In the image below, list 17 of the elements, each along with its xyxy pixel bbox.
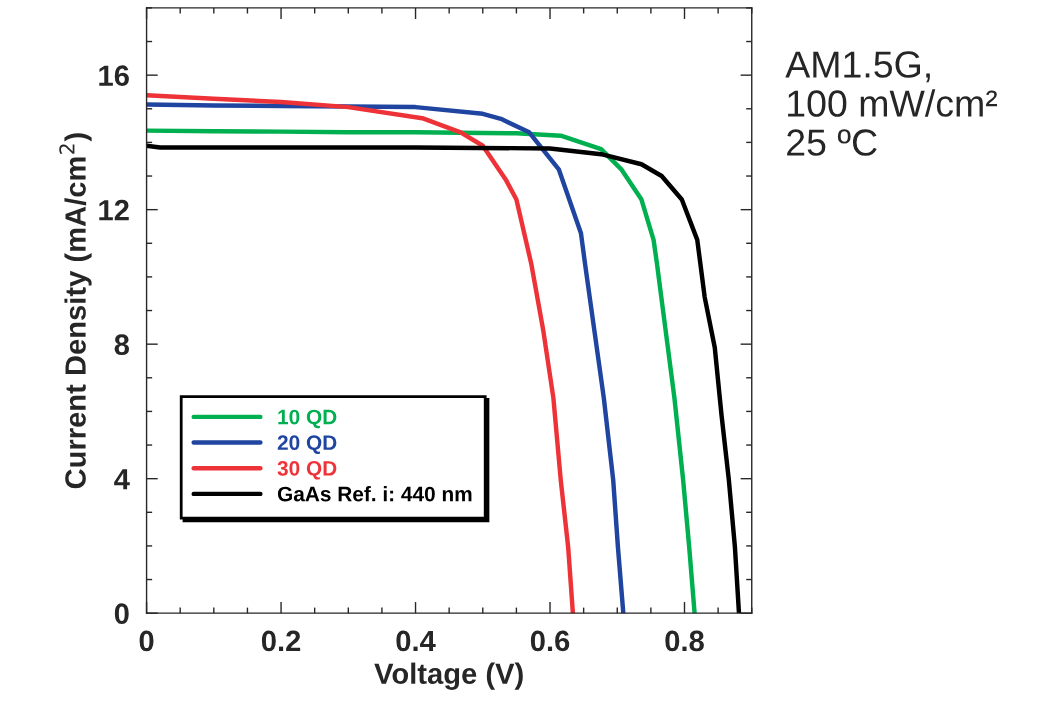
x-tick-label: 0.6 (530, 630, 570, 652)
y-tick-label: 8 (114, 334, 130, 356)
y-tick-label: 12 (99, 199, 129, 221)
y-tick-label: 0 (114, 603, 129, 625)
y-tick-label: 16 (99, 65, 129, 87)
x-tick-label: 0.2 (261, 630, 301, 652)
x-tick-label: 0.8 (665, 630, 704, 652)
x-axis-title: Voltage (V) (374, 662, 523, 690)
x-tick-label: 0.4 (396, 630, 436, 652)
legend-label: 10 QD (278, 409, 337, 429)
legend-label: 30 QD (277, 460, 337, 480)
x-tick-label: 0 (139, 630, 154, 652)
legend-label: GaAs Ref. i: 440 nm (277, 486, 472, 502)
legend-label: 20 QD (277, 435, 337, 454)
y-axis-title: Current Density (mA/cm$^{2}$) (59, 133, 92, 489)
text: AM1.5G, 100 mW/cm² 25 ºC (785, 51, 998, 156)
y-tick-label: 4 (114, 469, 130, 490)
